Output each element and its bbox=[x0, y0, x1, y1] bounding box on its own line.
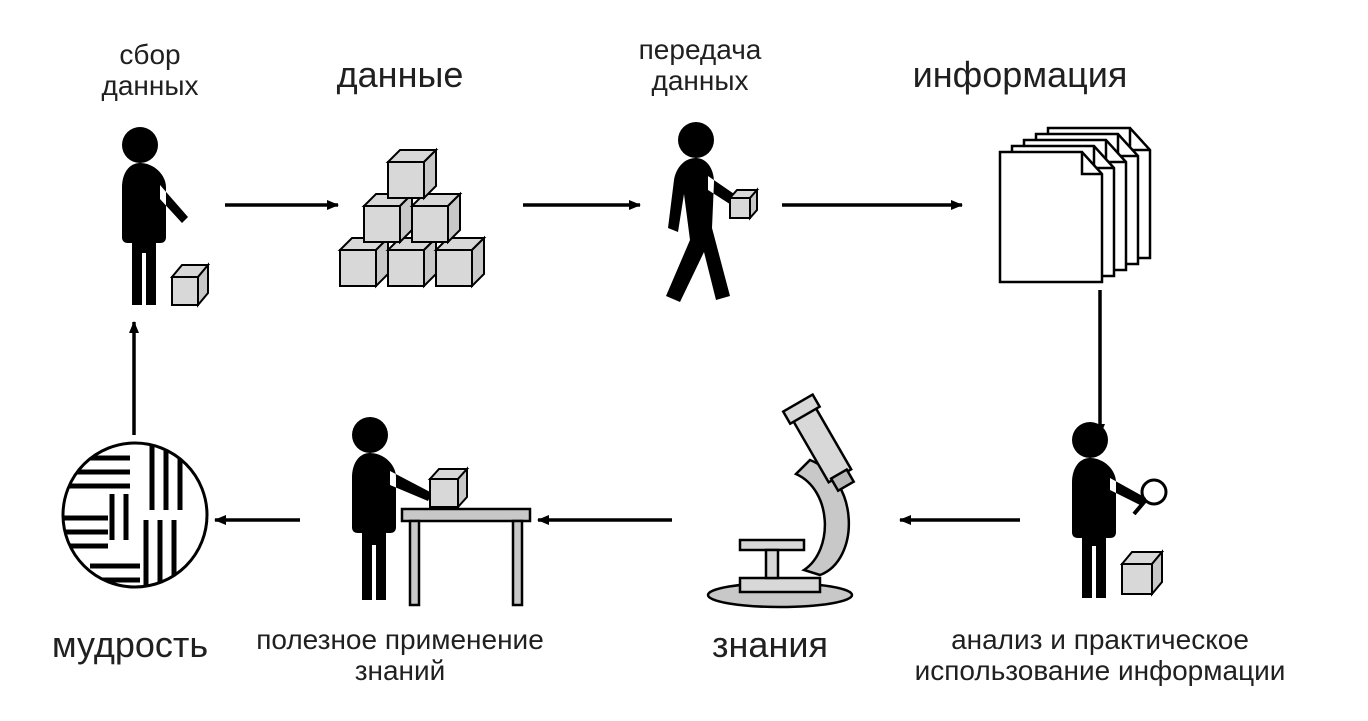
arrows bbox=[134, 205, 1100, 520]
label-info: информация bbox=[870, 55, 1170, 95]
node-transfer bbox=[666, 122, 757, 302]
node-info bbox=[1000, 128, 1150, 282]
label-analysis: анализ и практическое использование инфо… bbox=[890, 625, 1310, 687]
label-transfer: передача данных bbox=[580, 35, 820, 97]
node-collect bbox=[122, 127, 208, 305]
node-wisdom bbox=[55, 435, 210, 595]
label-collect: сбор данных bbox=[50, 40, 250, 102]
node-data bbox=[340, 150, 484, 286]
label-data: данные bbox=[290, 55, 510, 95]
diagram-stage: сбор данных данные передача данных инфор… bbox=[0, 0, 1368, 721]
node-knowledge bbox=[708, 395, 861, 607]
node-analysis bbox=[1072, 422, 1166, 598]
node-apply bbox=[352, 417, 530, 605]
label-apply: полезное применение знаний bbox=[210, 625, 590, 687]
label-knowledge: знания bbox=[660, 625, 880, 665]
diagram-canvas bbox=[0, 0, 1368, 721]
